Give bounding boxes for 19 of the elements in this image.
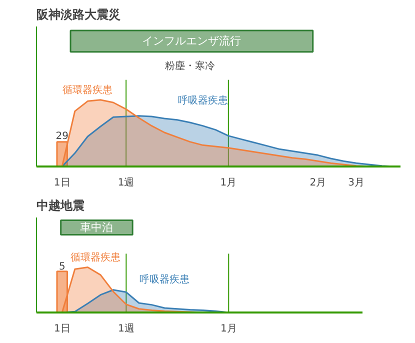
- x-tick-label: 1月: [220, 324, 237, 334]
- x-tick-label: 1日: [54, 324, 70, 334]
- x-tick-label: 1月: [220, 178, 237, 188]
- x-tick-label: 1週: [118, 178, 134, 188]
- x-tick-label: 3月: [348, 178, 365, 188]
- series-label: 呼吸器疾患: [178, 94, 228, 106]
- annotation: 5: [58, 262, 66, 273]
- text: インフルエンザ流行: [142, 34, 242, 48]
- text: 車中泊: [80, 220, 114, 234]
- series-label: 循環器疾患: [70, 252, 120, 264]
- x-tick-label: 1週: [118, 324, 134, 334]
- text: 粉塵・寒冷: [165, 60, 216, 72]
- chart-title: 阪神淡路大震災: [36, 8, 120, 22]
- x-tick-label: 2月: [310, 178, 326, 188]
- annotation: 29: [56, 131, 68, 142]
- series-label: 呼吸器疾患: [140, 273, 190, 286]
- x-tick-label: 1日: [54, 178, 70, 188]
- chart-title: 中越地震: [36, 198, 84, 212]
- series-label: 循環器疾患: [62, 84, 113, 96]
